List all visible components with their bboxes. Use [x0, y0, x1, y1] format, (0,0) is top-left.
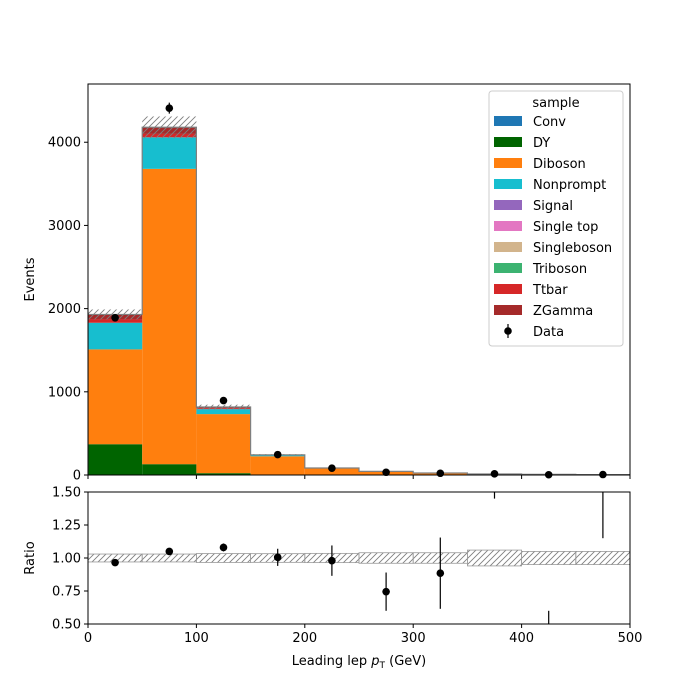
main-y-axis-ticks: 0 1000 2000 3000 4000 [48, 136, 88, 484]
data-point-6 [436, 469, 445, 478]
legend-swatch-triboson [494, 263, 522, 273]
ratio-band-bin-2 [195, 553, 251, 563]
ratio-point-2 [219, 543, 228, 552]
legend-label-signal: Signal [533, 199, 573, 214]
data-point-5 [382, 468, 390, 477]
main-y-tick-label-2: 2000 [48, 302, 81, 317]
bar-nonprompt-bin-0 [88, 322, 143, 350]
bar-diboson-bin-3 [250, 456, 305, 475]
data-point-3 [273, 450, 282, 459]
main-plot-panel: 0 1000 2000 3000 4000 Events [23, 83, 631, 484]
bar-dy-bin-1 [142, 464, 197, 475]
data-point-1 [165, 104, 174, 112]
ratio-point-3 [273, 553, 282, 562]
main-y-tick-label-1: 1000 [48, 385, 81, 400]
main-x-axis-ticks [87, 475, 631, 479]
legend-swatch-conv [494, 116, 522, 126]
ratio-point-1 [165, 547, 174, 556]
ratio-x-tick-label-4: 400 [509, 631, 534, 646]
ratio-plot-panel: 0.50 0.75 1.00 1.25 1.50 0 100 200 300 400 500 Ra… [23, 486, 642, 672]
ratio-band-bin-9 [575, 551, 630, 566]
legend-data-marker [504, 327, 512, 335]
bar-diboson-bin-1 [142, 168, 197, 465]
legend-items: Conv DY Diboson Nonprompt Signal Single top Si… [494, 115, 612, 340]
bar-dy-bin-2 [196, 473, 251, 475]
data-points [111, 102, 607, 479]
ratio-x-tick-label-1: 100 [184, 631, 209, 646]
ratio-y-tick-label-3: 1.25 [52, 519, 81, 534]
legend-label-single-top: Single top [533, 220, 598, 235]
data-point-0 [111, 313, 119, 322]
ratio-band-bin-7 [466, 549, 522, 567]
bar-nonprompt-bin-1 [142, 137, 197, 169]
main-y-tick-label-3: 3000 [48, 219, 81, 234]
ratio-x-tick-label-0: 0 [84, 631, 92, 646]
legend-label-zgamma: ZGamma [533, 304, 593, 319]
main-plot-frame [87, 83, 631, 476]
bar-diboson-bin-2 [196, 414, 251, 474]
legend-swatch-ttbar [494, 284, 522, 294]
data-point-2 [219, 396, 228, 405]
legend-label-conv: Conv [533, 115, 566, 130]
bar-diboson-bin-0 [88, 349, 143, 445]
ratio-y-tick-label-1: 0.75 [52, 585, 81, 600]
legend: sample Conv DY Diboson Nonprompt Signal Singl… [488, 90, 624, 347]
main-y-tick-label-4: 4000 [48, 136, 81, 151]
legend-label-triboson: Triboson [532, 262, 587, 277]
ratio-point-0 [111, 558, 119, 567]
stacked-bars [88, 127, 630, 475]
legend-swatch-diboson [494, 158, 522, 168]
legend-swatch-dy [494, 137, 522, 147]
ratio-band-bin-1 [141, 553, 197, 563]
ratio-x-tick-label-3: 300 [401, 631, 426, 646]
legend-label-ttbar: Ttbar [532, 283, 568, 298]
legend-title: sample [532, 96, 579, 111]
main-y-axis-label: Events [23, 257, 38, 301]
legend-swatch-zgamma [494, 305, 522, 315]
ratio-y-tick-label-0: 0.50 [52, 618, 81, 633]
legend-label-diboson: Diboson [533, 157, 586, 172]
ratio-y-axis-label: Ratio [23, 541, 38, 574]
ratio-point-6 [436, 569, 445, 577]
data-point-4 [328, 464, 336, 472]
ratio-band-bin-5 [358, 552, 414, 564]
legend-label-nonprompt: Nonprompt [533, 178, 606, 193]
legend-swatch-singleboson [494, 242, 522, 252]
legend-label-dy: DY [533, 136, 550, 151]
ratio-x-tick-label-5: 500 [618, 631, 643, 646]
bar-nonprompt-bin-2 [196, 409, 251, 415]
main-y-tick-label-0: 0 [73, 469, 81, 484]
ratio-x-tick-label-2: 200 [292, 631, 317, 646]
ratio-y-tick-label-2: 1.00 [52, 552, 81, 567]
legend-swatch-single-top [494, 221, 522, 231]
legend-frame [488, 90, 624, 347]
ratio-points [111, 492, 604, 624]
ratio-x-axis-ticks: 0 100 200 300 400 500 [84, 624, 643, 646]
ratio-band-bin-8 [521, 551, 577, 566]
legend-label-data: Data [533, 325, 564, 340]
ratio-y-tick-label-4: 1.50 [52, 486, 81, 501]
ratio-y-axis-ticks: 0.50 0.75 1.00 1.25 1.50 [52, 486, 88, 633]
legend-swatch-signal [494, 200, 522, 210]
ratio-point-4 [328, 556, 336, 565]
bar-dy-bin-0 [88, 444, 143, 475]
ratio-point-5 [382, 587, 390, 596]
data-point-7 [490, 470, 499, 478]
legend-swatch-nonprompt [494, 179, 522, 189]
x-axis-label: Leading lep pT (GeV) [292, 654, 426, 671]
legend-label-singleboson: Singleboson [533, 241, 612, 256]
